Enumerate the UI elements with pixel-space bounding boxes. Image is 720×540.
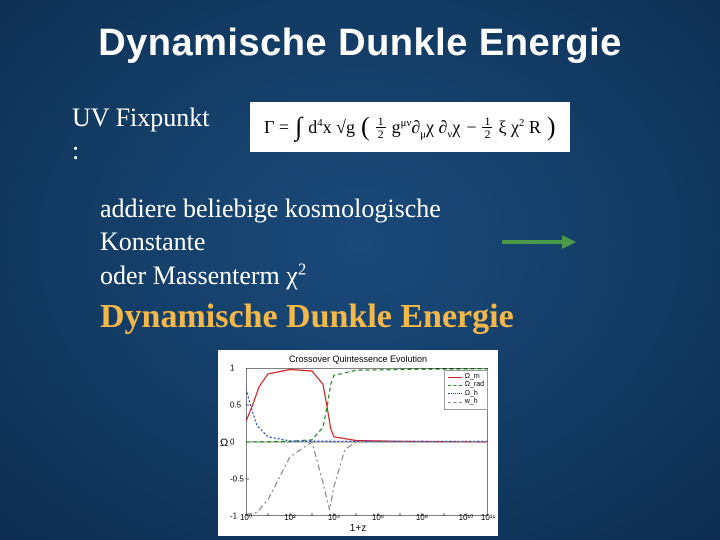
- x-tick-label: 10⁸: [416, 513, 428, 522]
- y-tick-label: 1: [230, 364, 234, 373]
- integral-sign: ∫: [295, 114, 302, 140]
- chart-title: Crossover Quintessence Evolution: [218, 354, 498, 364]
- action-formula: Γ = ∫ d4x √g ( 1 2 gμν∂μχ ∂νχ − 1 2 ξ χ2…: [250, 102, 570, 152]
- subtitle: Dynamische Dunkle Energie: [100, 298, 514, 336]
- body-line-2: Konstante: [100, 227, 205, 256]
- y-tick-label: -0.5: [230, 475, 244, 484]
- y-tick-label: 0: [230, 438, 234, 447]
- legend-item: Ω_m: [448, 373, 484, 381]
- body-line-3-pre: oder Massenterm: [100, 261, 286, 290]
- x-tick-label: 10¹¹: [481, 513, 495, 522]
- y-tick-label: -1: [230, 512, 237, 521]
- close-paren: ): [547, 114, 556, 140]
- frac1-num: 1: [376, 115, 386, 128]
- frac2-den: 2: [484, 128, 490, 140]
- x-axis-label: 1+z: [218, 523, 498, 534]
- minus-sign: −: [466, 117, 476, 138]
- x-tick-label: 10²: [284, 513, 296, 522]
- x-tick-label: 10⁶: [372, 513, 384, 522]
- y-tick-label: 0.5: [230, 401, 241, 410]
- chart-legend: Ω_mΩ_radΩ_hw_h: [444, 370, 488, 410]
- legend-item: w_h: [448, 398, 484, 406]
- body-line-1: addiere beliebige kosmologische: [100, 194, 441, 223]
- legend-item: Ω_rad: [448, 381, 484, 389]
- fraction-half-1: 1 2: [376, 115, 386, 140]
- fraction-half-2: 1 2: [482, 115, 492, 140]
- y-axis-label: Ω: [220, 437, 228, 449]
- coupling-term: ξ χ2 R: [498, 117, 540, 138]
- body-text: addiere beliebige kosmologische Konstant…: [100, 192, 530, 292]
- x-tick-label: 10⁴: [328, 513, 340, 522]
- x-tick-label: 10¹⁰: [459, 513, 474, 522]
- slide-title: Dynamische Dunkle Energie: [0, 0, 720, 65]
- chi-symbol: χ: [286, 261, 298, 290]
- uv-row: UV Fixpunkt : Γ = ∫ d4x √g ( 1 2 gμν∂μχ …: [72, 102, 570, 167]
- open-paren: (: [361, 114, 370, 140]
- chi-exponent: 2: [298, 259, 306, 278]
- arrow-icon: [500, 232, 578, 252]
- frac1-den: 2: [378, 128, 384, 140]
- formula-gamma: Γ =: [264, 117, 289, 138]
- evolution-chart: Crossover Quintessence Evolution Ω 1+z Ω…: [218, 350, 498, 536]
- frac2-num: 1: [482, 115, 492, 128]
- uv-fixpunkt-label: UV Fixpunkt :: [72, 102, 222, 167]
- legend-item: Ω_h: [448, 390, 484, 398]
- x-tick-label: 10⁰: [240, 513, 252, 522]
- kinetic-term: gμν∂μχ ∂νχ: [392, 117, 461, 138]
- formula-measure: d4x √g: [308, 117, 355, 138]
